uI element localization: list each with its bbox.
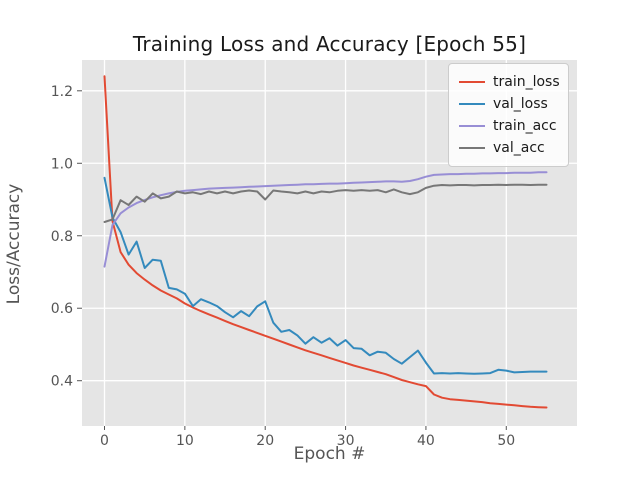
x-tick-label: 0 [100, 433, 109, 449]
val_acc-line [103, 183, 548, 223]
x-tick-label: 50 [497, 433, 515, 449]
val-loss-line-swatch [459, 103, 485, 105]
legend-item-train-acc: train_acc [459, 115, 558, 137]
legend: train_loss val_loss train_acc val_acc [448, 63, 569, 167]
legend-item-val-loss: val_loss [459, 93, 558, 115]
x-tick-label: 40 [417, 433, 435, 449]
chart-title: Training Loss and Accuracy [Epoch 55] [132, 32, 527, 56]
x-axis-label: Epoch # [293, 444, 366, 464]
legend-item-train-loss: train_loss [459, 71, 560, 93]
legend-label: val_acc [493, 140, 545, 156]
y-tick-label: 0.4 [51, 374, 73, 390]
y-tick-label: 0.6 [51, 301, 73, 317]
axis-tick-labels: 0 10 20 30 40 50 0.4 0.6 0.8 1.0 1.2 [51, 84, 515, 449]
y-tick-label: 1.2 [51, 84, 73, 100]
y-axis-label: Loss/Accuracy [4, 183, 24, 305]
x-tick-label: 10 [176, 433, 194, 449]
series-lines [103, 75, 548, 409]
y-tick-label: 0.8 [51, 229, 73, 245]
val-acc-line-swatch [459, 147, 485, 149]
val_loss-line [103, 176, 548, 375]
legend-label: train_acc [493, 118, 557, 134]
train-loss-line-swatch [459, 81, 485, 83]
legend-label: train_loss [493, 74, 560, 90]
y-tick-label: 1.0 [51, 156, 73, 172]
axis-ticks [77, 90, 507, 430]
legend-item-val-acc: val_acc [459, 137, 558, 159]
x-tick-label: 20 [256, 433, 274, 449]
legend-label: val_loss [493, 96, 548, 112]
train-acc-line-swatch [459, 125, 485, 127]
x-tick-label: 30 [337, 433, 355, 449]
train_loss-line [103, 75, 548, 409]
